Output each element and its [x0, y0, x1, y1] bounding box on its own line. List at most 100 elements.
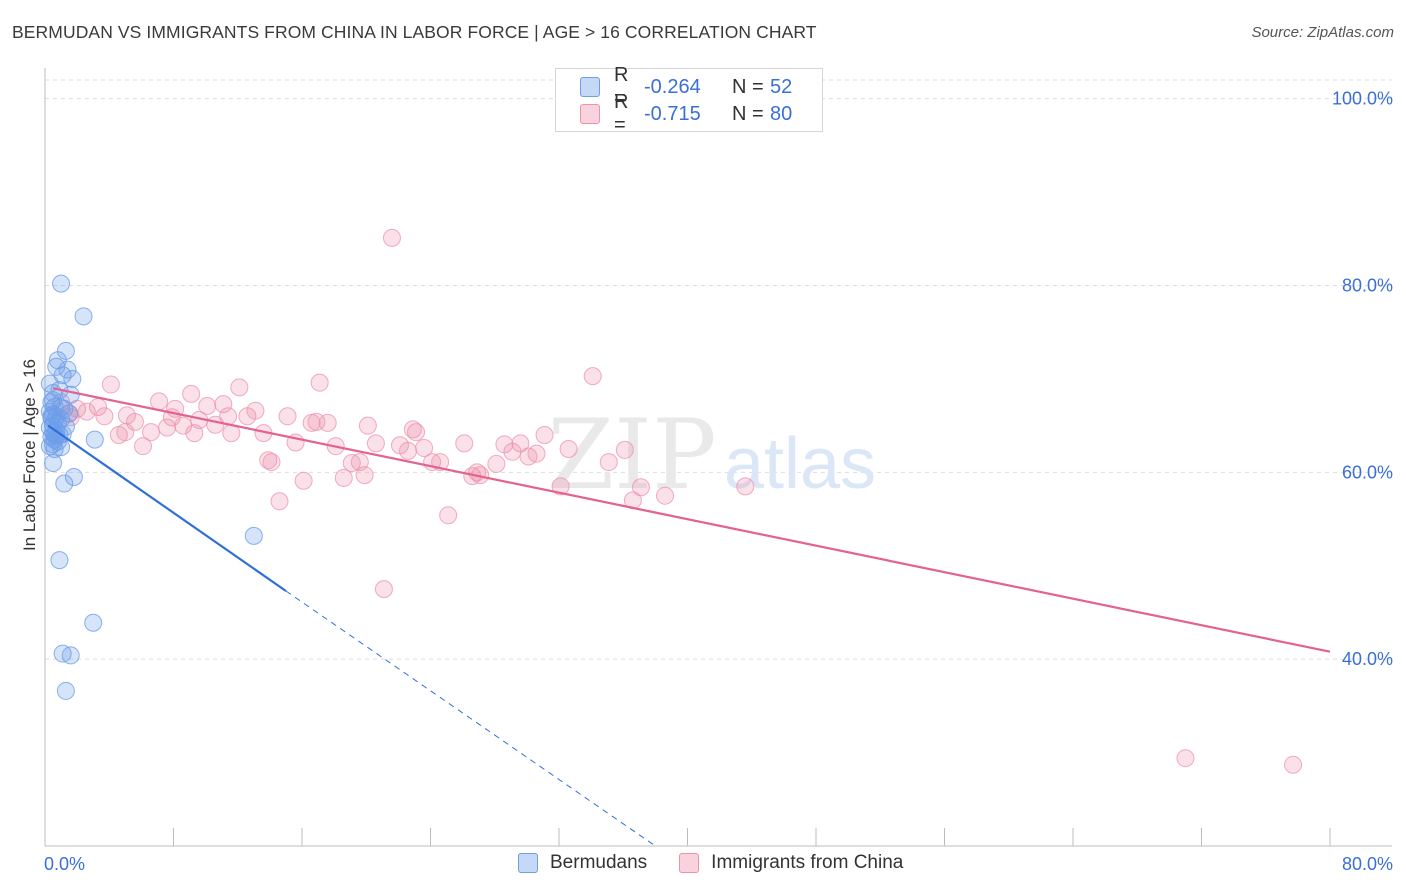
bottom-legend: Bermudans Immigrants from China — [518, 852, 935, 874]
china-point — [583, 367, 602, 386]
bermudans-point — [64, 468, 83, 487]
axes — [44, 68, 1392, 847]
legend-n-value: 80 — [770, 102, 793, 125]
y-tick-label: 40.0% — [1342, 649, 1393, 669]
china-point — [439, 506, 458, 525]
bottom-legend-label-bermudans: Bermudans — [550, 852, 648, 873]
trend-lines — [47, 387, 1331, 847]
legend-r-label: R = — [614, 91, 629, 136]
bottom-legend-bermudans: Bermudans — [518, 852, 647, 874]
y-tick-label: 100.0% — [1332, 89, 1393, 109]
y-tick-labels: 100.0% 80.0% 60.0% 40.0% — [1332, 89, 1393, 669]
bermudans-point — [84, 613, 103, 632]
china-point — [468, 463, 487, 482]
legend-r-value: -0.264 — [644, 75, 701, 98]
bermudans-point — [45, 439, 64, 458]
legend-swatch-bermudans — [580, 77, 600, 97]
china-point — [487, 454, 506, 473]
china-point — [182, 384, 201, 403]
china-point — [294, 471, 313, 490]
china-point — [270, 492, 289, 511]
china-point — [656, 486, 675, 505]
china-point — [736, 477, 755, 496]
bermudans-point — [63, 369, 82, 388]
china-point — [77, 402, 96, 421]
china-point — [519, 447, 538, 466]
bermudans-point — [58, 360, 77, 379]
bermudans-point — [244, 526, 263, 545]
bermudans-point — [44, 454, 63, 472]
legend: R = -0.264 N = 52 R = -0.715 N = 80 — [555, 64, 823, 136]
y-axis-title: In Labor Force | Age > 16 — [20, 358, 39, 552]
bottom-legend-swatch-bermudans — [518, 853, 538, 873]
legend-r-label: R = — [614, 64, 629, 109]
bermudans-trend-line — [47, 424, 287, 592]
china-point — [403, 420, 422, 439]
bermudans-point — [47, 357, 66, 376]
china-point — [415, 439, 434, 458]
gridlines — [45, 79, 1392, 660]
legend-n-label: N = — [732, 75, 764, 98]
bermudans-point — [74, 307, 93, 326]
bermudans-point — [44, 391, 63, 410]
bottom-legend-china: Immigrants from China — [679, 852, 903, 874]
bermudans-point — [50, 551, 69, 570]
bermudans-point — [56, 681, 75, 700]
china-point — [631, 478, 650, 497]
series-china-points — [52, 228, 1303, 774]
china-point — [198, 397, 217, 416]
china-point — [1284, 755, 1303, 774]
china-point — [310, 373, 329, 392]
china-point — [334, 468, 353, 487]
bermudans-point — [55, 474, 74, 493]
bermudans-point — [61, 646, 80, 665]
legend-swatch-china — [580, 104, 600, 124]
china-point — [142, 423, 161, 442]
china-point — [133, 437, 152, 456]
source-label: Source: ZipAtlas.com — [1251, 24, 1394, 41]
legend-r-value: -0.715 — [644, 102, 701, 125]
series-bermudans-points — [40, 274, 263, 700]
china-point — [535, 425, 554, 444]
china-point — [407, 423, 426, 442]
bottom-legend-swatch-china — [679, 853, 700, 873]
china-point — [307, 412, 326, 431]
x-tick-label: 0.0% — [44, 854, 85, 874]
china-point — [95, 407, 114, 426]
china-point — [185, 424, 204, 443]
china-point — [511, 434, 530, 453]
china-point — [150, 392, 169, 411]
china-point — [455, 434, 474, 453]
china-point — [116, 423, 135, 442]
china-point — [382, 228, 401, 247]
china-point — [1176, 749, 1195, 768]
bottom-legend-label-china: Immigrants from China — [711, 852, 904, 873]
china-point — [358, 416, 377, 435]
china-trend-line — [52, 387, 1331, 653]
china-point — [551, 477, 570, 496]
y-tick-label: 80.0% — [1342, 276, 1393, 296]
bermudans-point — [56, 341, 75, 360]
china-point — [278, 407, 297, 426]
legend-n-value: 52 — [770, 75, 793, 98]
china-point — [246, 401, 265, 420]
x-tick-label: 80.0% — [1342, 854, 1393, 874]
y-tick-label: 60.0% — [1342, 462, 1393, 482]
china-point — [158, 418, 177, 437]
china-point — [262, 453, 281, 472]
bermudans-trend-extension — [285, 590, 656, 847]
china-point — [101, 375, 120, 394]
watermark-atlas: atlas — [724, 424, 876, 504]
bermudans-point — [85, 430, 104, 449]
china-point — [559, 439, 578, 458]
legend-row-bermudans: R = -0.264 N = 52 — [580, 64, 793, 109]
china-point — [230, 378, 249, 397]
china-point — [366, 434, 385, 453]
china-point — [615, 440, 634, 459]
china-point — [599, 453, 618, 472]
china-point — [374, 580, 393, 599]
chart-title: BERMUDAN VS IMMIGRANTS FROM CHINA IN LAB… — [12, 22, 817, 42]
legend-row-china: R = -0.715 N = 80 — [580, 91, 793, 136]
china-point — [259, 451, 278, 470]
